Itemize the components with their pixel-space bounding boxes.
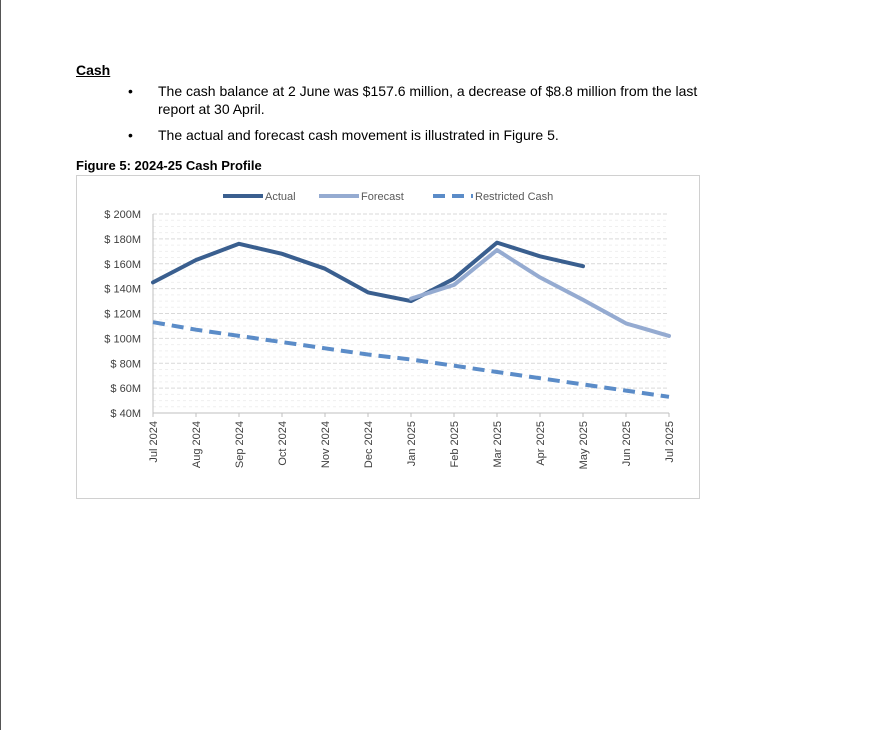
page-edge — [0, 0, 1, 730]
y-tick-label: $ 40M — [110, 408, 141, 420]
bullet-item: • The cash balance at 2 June was $157.6 … — [128, 82, 728, 118]
legend-label: Restricted Cash — [475, 191, 553, 203]
figure-caption: Figure 5: 2024-25 Cash Profile — [76, 158, 262, 173]
x-tick-label: Apr 2025 — [535, 421, 547, 466]
legend-label: Actual — [265, 191, 296, 203]
x-tick-label: Aug 2024 — [191, 421, 203, 468]
bullet-text: The cash balance at 2 June was $157.6 mi… — [158, 83, 698, 117]
x-tick-label: Dec 2024 — [363, 421, 375, 468]
cash-profile-chart: $ 40M $ 60M $ 80M $ 100M $ 120M $ 140M $ 160M $… — [104, 191, 676, 469]
section-heading: Cash — [76, 62, 111, 78]
bullet-text: The actual and forecast cash movement is… — [158, 127, 559, 143]
y-tick-label: $ 80M — [110, 358, 141, 370]
series-line-forecast — [409, 248, 671, 338]
x-tick-label: Jul 2025 — [664, 421, 676, 463]
x-tick-label: Oct 2024 — [277, 421, 289, 466]
bullet-marker: • — [128, 127, 133, 143]
y-tick-label: $ 120M — [104, 309, 141, 321]
x-tick-label: Jan 2025 — [406, 421, 418, 466]
bullet-item: • The actual and forecast cash movement … — [128, 126, 728, 144]
bullet-marker: • — [128, 83, 133, 99]
x-tick-label: Jun 2025 — [621, 421, 633, 466]
y-tick-label: $ 180M — [104, 234, 141, 246]
x-tick-label: Mar 2025 — [492, 421, 504, 467]
x-tick-label: Nov 2024 — [320, 421, 332, 468]
legend-label: Forecast — [361, 191, 404, 203]
x-tick-label: Feb 2025 — [449, 421, 461, 467]
bullet-list: • The cash balance at 2 June was $157.6 … — [128, 82, 728, 152]
y-tick-label: $ 60M — [110, 383, 141, 395]
x-tick-label: Jul 2024 — [148, 421, 160, 463]
chart-container: $ 40M $ 60M $ 80M $ 100M $ 120M $ 140M $ 160M $… — [76, 175, 700, 499]
x-tick-label: Sep 2024 — [234, 421, 246, 468]
y-tick-label: $ 160M — [104, 259, 141, 271]
y-tick-label: $ 140M — [104, 284, 141, 296]
y-tick-label: $ 100M — [104, 333, 141, 345]
x-tick-label: May 2025 — [578, 421, 590, 469]
y-tick-label: $ 200M — [104, 209, 141, 221]
